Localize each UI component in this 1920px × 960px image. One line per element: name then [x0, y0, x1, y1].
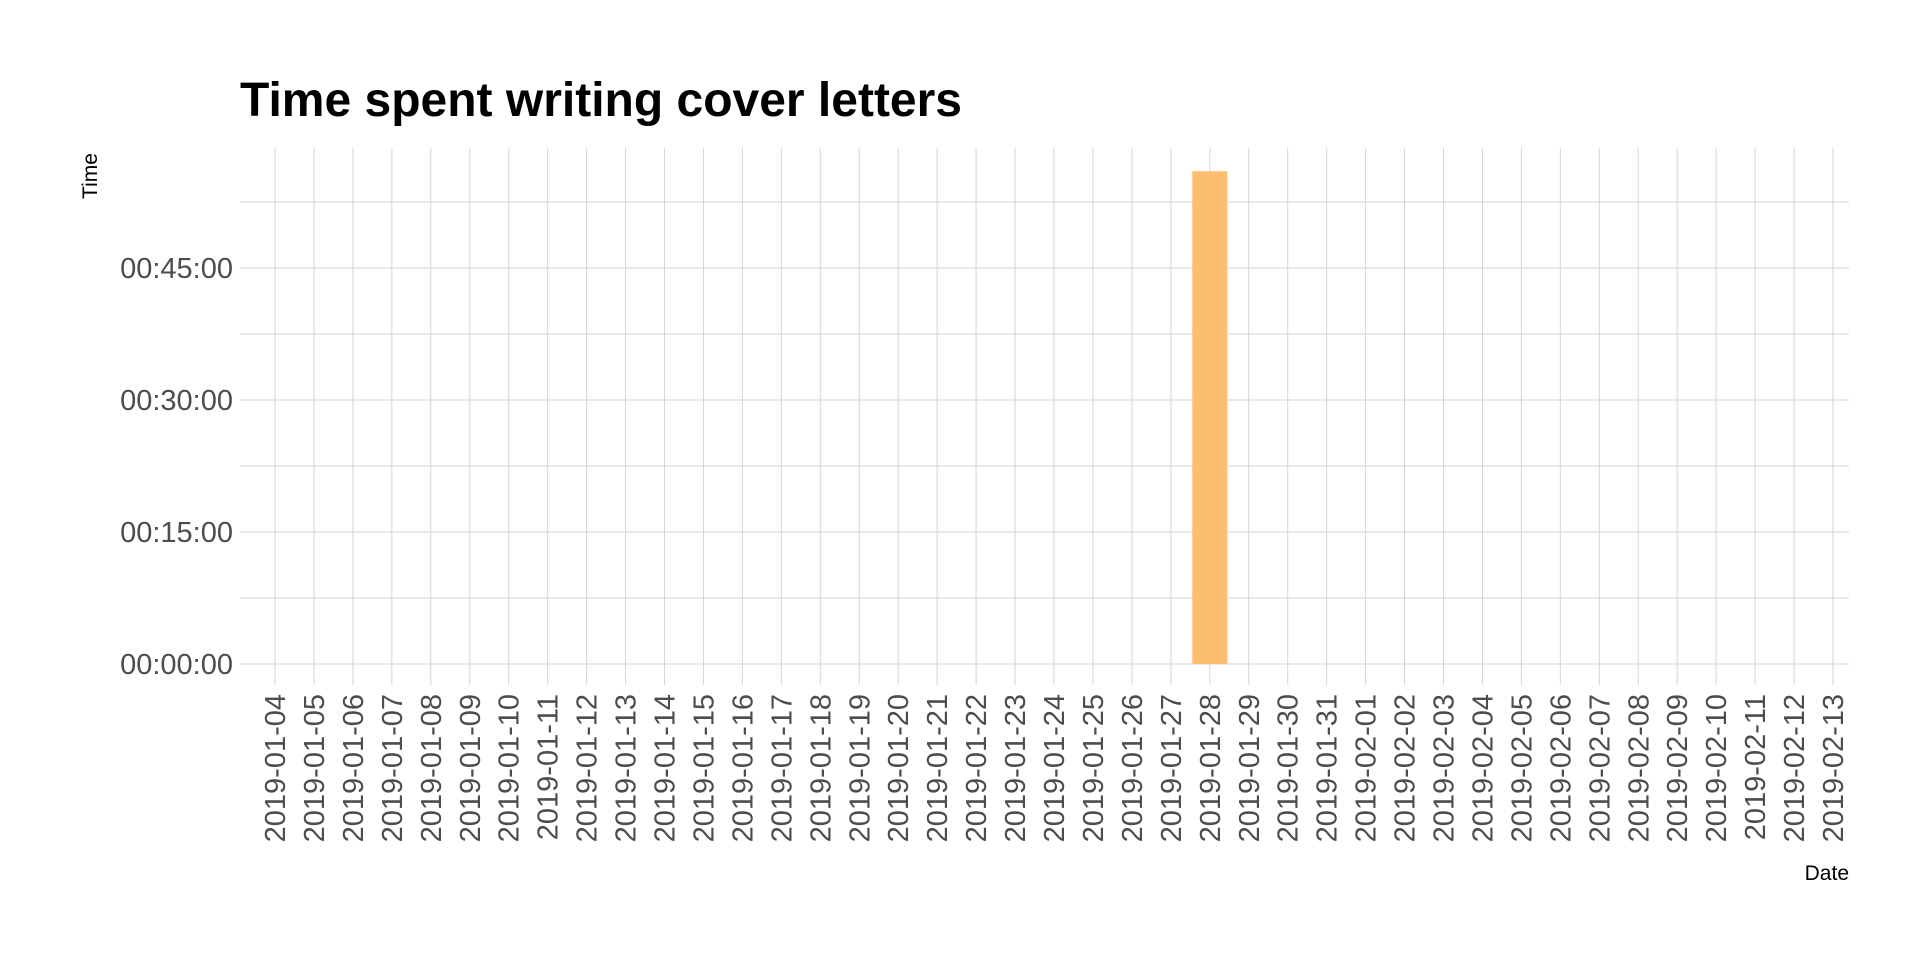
x-axis-ticks: 2019-01-04 2019-01-05 2019-01-06 2019-01-07…: [260, 694, 1850, 842]
x-tick-label: 2019-02-02: [1390, 694, 1422, 842]
x-tick-label: 2019-01-13: [611, 694, 643, 842]
x-tick-label: 2019-02-04: [1467, 694, 1499, 842]
x-tick-label: 2019-01-06: [338, 694, 370, 842]
x-tick-label: 2019-01-16: [727, 694, 759, 842]
x-tick-label: 2019-01-04: [260, 694, 292, 842]
x-tick-label: 2019-02-01: [1351, 694, 1383, 842]
grid: [240, 148, 1849, 685]
x-tick-label: 2019-01-10: [494, 694, 526, 842]
y-tick-label: 00:00:00: [120, 649, 233, 681]
x-tick-label: 2019-01-21: [922, 694, 954, 842]
y-tick-label: 00:45:00: [120, 253, 233, 285]
x-tick-label: 2019-02-09: [1662, 694, 1694, 842]
x-axis-title: Date: [1805, 862, 1849, 885]
x-tick-label: 2019-01-18: [805, 694, 837, 842]
x-tick-label: 2019-01-19: [844, 694, 876, 842]
x-tick-label: 2019-01-22: [961, 694, 993, 842]
y-axis-title: Time: [79, 153, 102, 199]
y-axis-ticks: 00:00:00 00:15:00 00:30:00 00:45:00: [120, 253, 233, 681]
y-tick-label: 00:30:00: [120, 385, 233, 417]
x-tick-label: 2019-01-28: [1195, 694, 1227, 842]
x-tick-label: 2019-01-12: [572, 694, 604, 842]
x-tick-label: 2019-02-13: [1818, 694, 1850, 842]
x-tick-label: 2019-02-10: [1701, 694, 1733, 842]
x-tick-label: 2019-01-23: [1000, 694, 1032, 842]
x-tick-label: 2019-01-08: [416, 694, 448, 842]
x-tick-label: 2019-01-09: [455, 694, 487, 842]
bars: [1192, 171, 1228, 664]
x-tick-label: 2019-01-27: [1156, 694, 1188, 842]
x-tick-label: 2019-02-07: [1584, 694, 1616, 842]
x-tick-label: 2019-01-11: [533, 694, 565, 840]
x-tick-label: 2019-01-25: [1078, 694, 1110, 842]
x-tick-label: 2019-02-08: [1623, 694, 1655, 842]
x-tick-label: 2019-01-07: [377, 694, 409, 842]
x-tick-label: 2019-01-30: [1273, 694, 1305, 842]
x-tick-label: 2019-01-31: [1312, 694, 1344, 842]
x-tick-label: 2019-01-24: [1039, 694, 1071, 842]
x-tick-label: 2019-02-03: [1429, 694, 1461, 842]
x-tick-label: 2019-01-20: [883, 694, 915, 842]
chart-title: Time spent writing cover letters: [240, 74, 962, 127]
x-tick-label: 2019-01-17: [766, 694, 798, 842]
x-tick-label: 2019-02-06: [1545, 694, 1577, 842]
x-tick-label: 2019-01-26: [1117, 694, 1149, 842]
x-tick-label: 2019-01-05: [299, 694, 331, 842]
bar-2019-01-28: [1192, 171, 1228, 664]
x-tick-label: 2019-02-11: [1740, 694, 1772, 840]
y-tick-label: 00:15:00: [120, 517, 233, 549]
x-tick-label: 2019-01-14: [650, 694, 682, 842]
x-tick-label: 2019-01-29: [1234, 694, 1266, 842]
x-tick-label: 2019-02-05: [1506, 694, 1538, 842]
x-tick-label: 2019-02-12: [1779, 694, 1811, 842]
x-tick-label: 2019-01-15: [688, 694, 720, 842]
